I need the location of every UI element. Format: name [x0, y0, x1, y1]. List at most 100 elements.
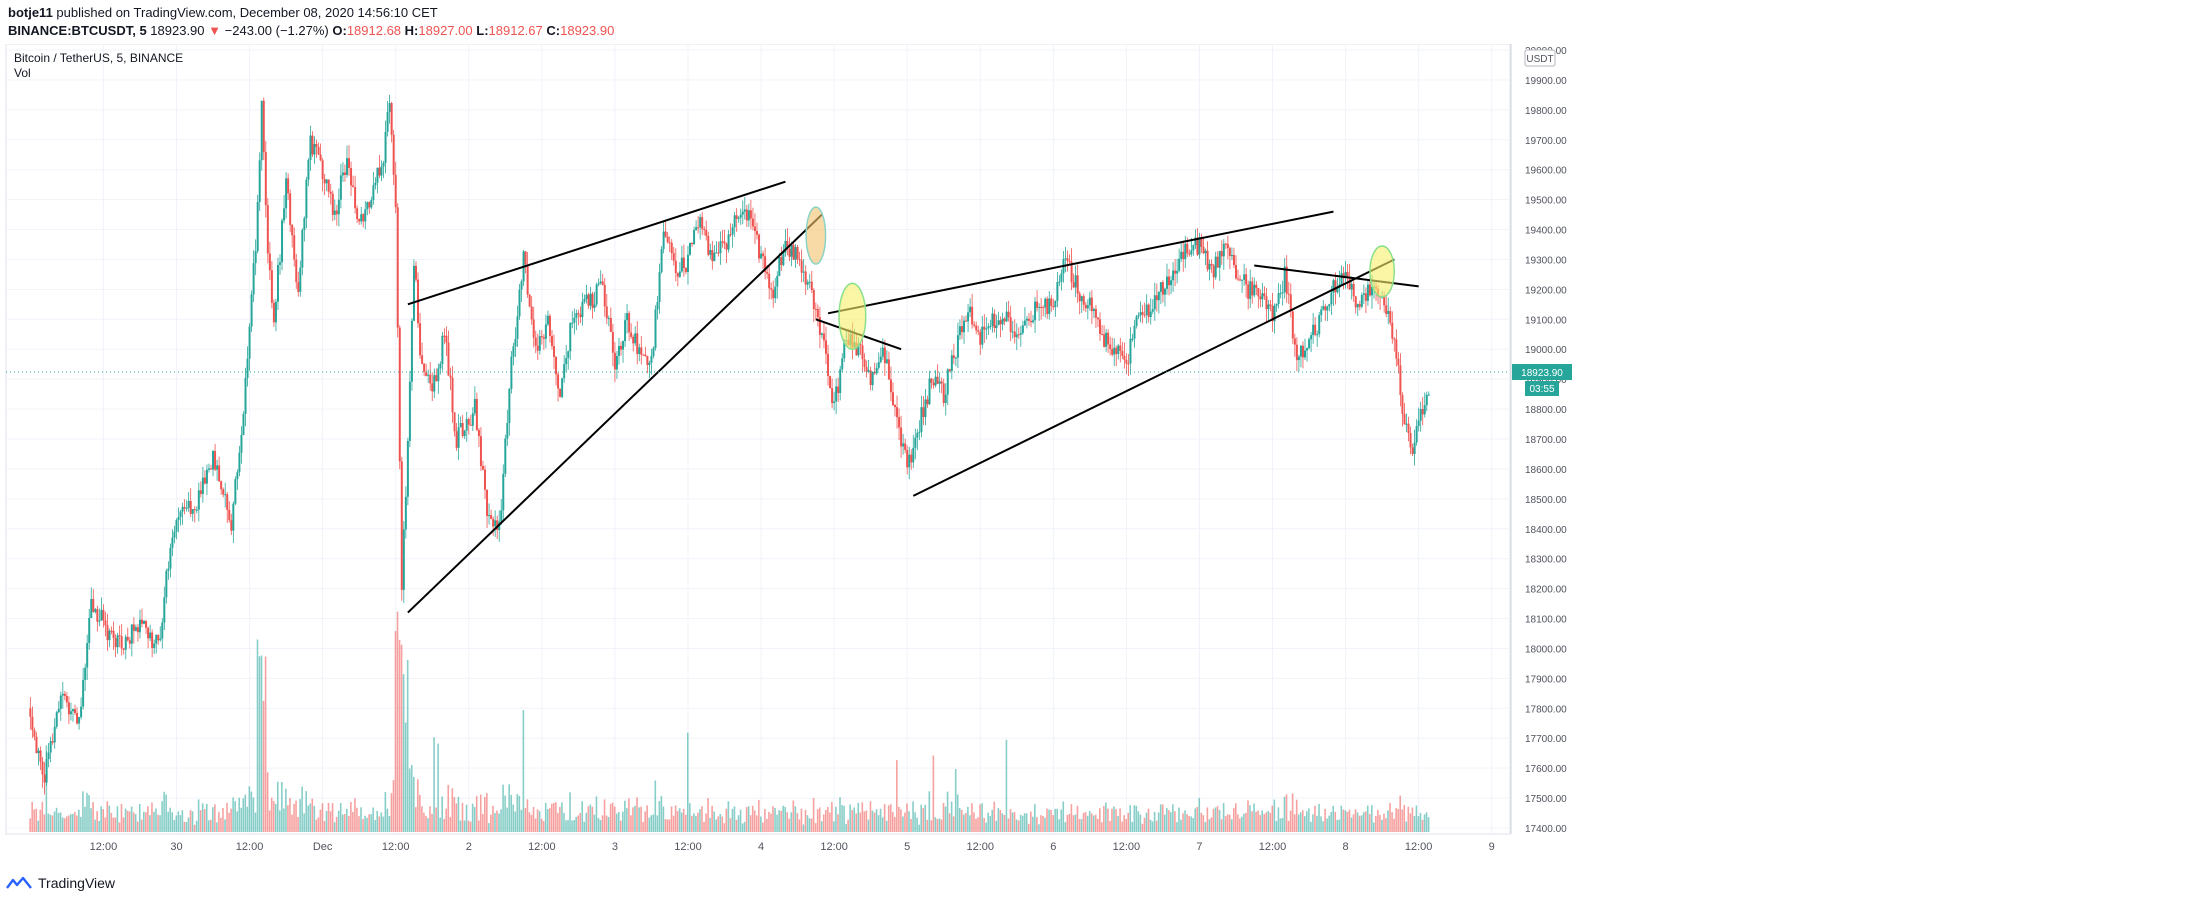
volume-bar [268, 810, 271, 832]
candle-body [829, 375, 832, 389]
candle-body [1265, 296, 1268, 310]
volume-bar [733, 806, 736, 832]
volume-bar [1027, 823, 1030, 832]
volume-bar [770, 813, 772, 832]
candle-body [550, 335, 553, 347]
candle-body [1107, 332, 1110, 345]
volume-bar [457, 796, 460, 832]
volume-bar [1005, 739, 1008, 832]
candle-body [473, 398, 476, 414]
volume-bar [242, 798, 245, 832]
candle-body [839, 369, 842, 394]
candle-body [195, 509, 198, 511]
candle-body [252, 263, 255, 295]
candle-body [207, 468, 210, 470]
candle-body [305, 179, 308, 219]
volume-bar [1088, 810, 1091, 832]
volume-bar [1127, 812, 1130, 832]
volume-bar [542, 821, 545, 832]
candle-body [212, 451, 215, 470]
volume-bar [130, 806, 133, 832]
volume-bar [1062, 801, 1065, 832]
volume-bar [887, 805, 890, 832]
volume-bar [798, 819, 801, 832]
volume-bar [65, 816, 68, 832]
candle-body [662, 231, 665, 250]
volume-bar [504, 795, 506, 832]
volume-bar [796, 813, 799, 832]
volume-bar [161, 801, 163, 832]
highlight-ellipse [805, 206, 827, 265]
volume-bar [1326, 818, 1328, 832]
candle-body [350, 168, 353, 186]
candle-body [1135, 316, 1138, 326]
volume-bar [1385, 818, 1387, 832]
volume-bar [786, 812, 789, 832]
candle-body [29, 708, 32, 717]
candle-body [1072, 282, 1075, 288]
volume-bar [557, 812, 559, 832]
y-tick-label: 18900.00 [1525, 375, 1567, 386]
volume-bar [1202, 815, 1205, 832]
candle-body [140, 619, 143, 624]
volume-bar [993, 801, 996, 832]
price-chart[interactable]: 17400.00 17500.00 17600.00 17700.00 17800.00… [0, 44, 2193, 870]
volume-bar [1356, 812, 1359, 832]
volume-bar [1318, 803, 1320, 832]
volume-bar [299, 799, 301, 832]
volume-bar [236, 811, 238, 832]
volume-bar [900, 809, 902, 832]
volume-bar [1314, 805, 1316, 832]
volume-bar [510, 794, 512, 832]
volume-bar [867, 819, 870, 832]
candle-body [1342, 273, 1345, 279]
candle-body [185, 507, 188, 509]
volume-bar [1336, 819, 1339, 832]
volume-bar [1352, 814, 1355, 832]
footer-brand[interactable]: TradingView [38, 875, 116, 891]
candle-body [157, 634, 160, 641]
volume-bar [445, 808, 448, 832]
volume-bar [727, 801, 730, 832]
candle-body [360, 214, 363, 222]
volume-bar [648, 817, 651, 832]
volume-bar [140, 819, 143, 832]
candle-body [51, 741, 54, 743]
volume-bar [1301, 810, 1304, 832]
volume-bar [496, 810, 498, 832]
volume-bar [321, 803, 324, 832]
candle-body [1029, 320, 1032, 323]
candle-body [1356, 304, 1359, 308]
volume-bar [122, 817, 125, 832]
candle-body [1025, 318, 1028, 321]
volume-bar [1387, 810, 1389, 832]
volume-bar [238, 797, 241, 832]
volume-bar [498, 813, 500, 832]
countdown-label: 03:55 [1529, 384, 1554, 395]
tradingview-logo-icon[interactable] [6, 876, 32, 890]
candle-body [281, 220, 284, 263]
volume-bar [658, 800, 661, 832]
candle-body [1060, 273, 1063, 282]
volume-bar [1403, 804, 1406, 832]
candle-body [837, 386, 840, 394]
volume-bar [622, 811, 624, 832]
volume-bar [1253, 803, 1255, 832]
candle-body [670, 242, 673, 254]
author-name[interactable]: botje11 [8, 5, 53, 20]
candle-body [924, 399, 927, 418]
candle-body [1273, 305, 1276, 322]
volume-bar [1330, 811, 1332, 832]
candle-body [1157, 291, 1160, 301]
candle-body [1141, 312, 1144, 315]
volume-bar [920, 804, 922, 832]
volume-bar [287, 805, 289, 832]
volume-bar [660, 795, 663, 832]
candle-body [345, 158, 348, 175]
volume-bar [772, 806, 774, 832]
volume-bar [1344, 810, 1347, 832]
chart-header: botje11 published on TradingView.com, De… [8, 4, 2178, 44]
candle-body [617, 345, 620, 356]
volume-bar [104, 817, 107, 832]
candle-body [634, 333, 637, 344]
